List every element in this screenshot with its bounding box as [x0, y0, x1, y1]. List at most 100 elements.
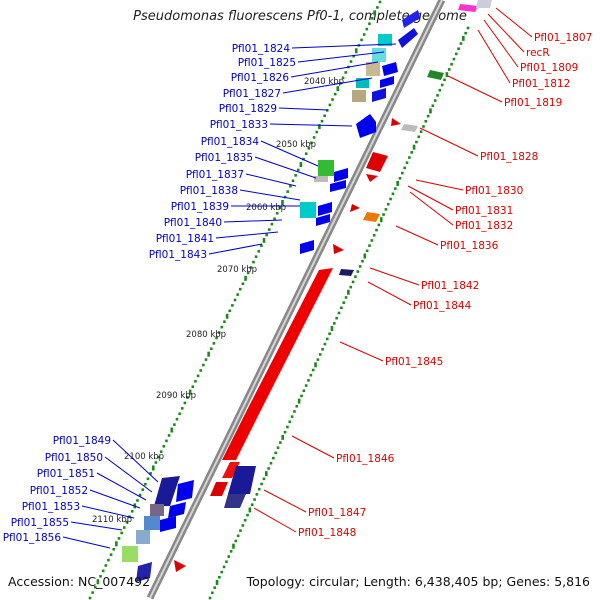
left-gene-labels: Pfl01_1824 Pfl01_1825 Pfl01_1826 Pfl01_1827…	[3, 43, 397, 549]
gc-dot	[386, 202, 390, 206]
gene-label-left[interactable]: Pfl01_1839	[171, 201, 229, 213]
gene-label-right[interactable]: Pfl01_1809	[520, 62, 578, 74]
gene-pfl01-1847[interactable]	[222, 462, 240, 478]
gene-label-right[interactable]: recR	[526, 47, 550, 59]
gene-pfl01-1853b[interactable]	[160, 516, 176, 532]
gene-pfl01-1856b[interactable]	[136, 562, 152, 582]
gene-pfl01-1852[interactable]	[150, 504, 164, 516]
gene-pfl01-1848[interactable]	[210, 482, 228, 496]
gene-pfl01-1829a[interactable]	[380, 76, 394, 88]
gene-label-left[interactable]: Pfl01_1850	[45, 452, 103, 464]
gene-pfl01-1807[interactable]	[458, 4, 478, 12]
gene-pfl01-1844[interactable]	[339, 269, 354, 276]
gene-pfl01-1838[interactable]	[330, 180, 346, 192]
gene-label-left[interactable]: Pfl01_1827	[223, 88, 281, 100]
gene-pfl01-1840[interactable]	[318, 202, 332, 216]
map-title: Pseudomonas fluorescens Pf0-1, complete …	[133, 9, 467, 24]
gene-label-left[interactable]: Pfl01_1825	[238, 57, 296, 69]
gene-label-left[interactable]: Pfl01_1855	[11, 517, 69, 529]
gene-pfl01-1827b[interactable]	[382, 62, 398, 76]
gc-dot	[212, 342, 216, 345]
gene-pfl01-1856[interactable]	[122, 546, 138, 562]
gene-pfl01-1843[interactable]	[300, 240, 314, 254]
gene-label-left[interactable]: Pfl01_1834	[201, 136, 260, 148]
gene-label-left[interactable]: Pfl01_1840	[164, 217, 222, 229]
gene-pfl01-1850[interactable]	[176, 480, 194, 502]
gene-pfl01-1827[interactable]	[372, 48, 386, 62]
gene-pfl01-1847-blue[interactable]	[228, 466, 256, 494]
gene-pfl01-1848-blue[interactable]	[224, 494, 246, 508]
gene-pfl01-1855[interactable]	[136, 530, 150, 544]
gene-pfl01-1829c[interactable]	[352, 90, 366, 102]
gene-label-left[interactable]: Pfl01_1841	[156, 233, 214, 245]
gc-dot	[104, 564, 108, 567]
gene-label-left[interactable]: Pfl01_1838	[180, 185, 238, 197]
gene-pfl01-1835[interactable]	[314, 176, 328, 182]
gc-dot	[297, 398, 301, 404]
right-label-connector	[367, 281, 412, 306]
gene-label-right[interactable]: Pfl01_1832	[455, 220, 513, 232]
gene-label-left[interactable]: Pfl01_1824	[232, 43, 291, 55]
gene-pfl01-1831[interactable]	[366, 174, 378, 182]
gene-label-right[interactable]: Pfl01_1836	[440, 240, 499, 252]
gc-dot	[295, 404, 299, 408]
gene-pfl01-1841[interactable]	[316, 214, 330, 226]
gene-pfl01-1834[interactable]	[318, 160, 334, 176]
gene-pfl01-1845[interactable]	[246, 268, 333, 412]
gene-label-left[interactable]: Pfl01_1851	[37, 468, 95, 480]
gc-dot	[278, 206, 282, 210]
gene-label-left[interactable]: Pfl01_1849	[53, 435, 111, 447]
gene-label-left[interactable]: Pfl01_1833	[210, 119, 268, 131]
gene-label-left[interactable]: Pfl01_1843	[149, 249, 207, 261]
gene-pfl01-1839[interactable]	[300, 202, 316, 218]
left-label-connector	[215, 231, 279, 239]
gc-dot	[130, 510, 134, 513]
gene-pfl01-1830[interactable]	[366, 152, 388, 172]
gene-label-right[interactable]: Pfl01_1831	[455, 205, 513, 217]
gene-label-right[interactable]: Pfl01_1807	[534, 32, 592, 44]
gene-pfl01-1828b[interactable]	[401, 124, 418, 132]
gene-label-right[interactable]: Pfl01_1845	[385, 356, 443, 368]
gene-label-right[interactable]: Pfl01_1828	[480, 151, 538, 163]
right-label-connector	[487, 13, 525, 53]
gene-label-right[interactable]: Pfl01_1846	[336, 453, 395, 465]
gene-label-left[interactable]: Pfl01_1826	[231, 72, 290, 84]
gene-pfl01-1849[interactable]	[154, 476, 180, 506]
gene-label-right[interactable]: Pfl01_1848	[298, 527, 356, 539]
gene-label-left[interactable]: Pfl01_1853	[22, 501, 80, 513]
gene-pfl01-1833[interactable]	[356, 114, 376, 138]
gc-dot	[112, 547, 116, 551]
gene-label-left[interactable]: Pfl01_1856	[3, 532, 62, 544]
gene-pfl01-1853[interactable]	[144, 516, 160, 530]
gene-label-left[interactable]: Pfl01_1837	[186, 169, 244, 181]
gene-label-right[interactable]: Pfl01_1842	[421, 280, 479, 292]
gene-pfl01-1828[interactable]	[391, 118, 401, 126]
gene-pfl01-1837[interactable]	[334, 168, 348, 182]
gene-label-right[interactable]: Pfl01_1844	[413, 300, 472, 312]
gene-label-right[interactable]: Pfl01_1847	[308, 507, 366, 519]
right-label-connector	[495, 7, 533, 38]
gene-pfl01-1829b[interactable]	[372, 88, 386, 102]
gene-label-left[interactable]: Pfl01_1835	[195, 152, 253, 164]
gene-pfl01-1829[interactable]	[356, 78, 369, 88]
gene-top-gray[interactable]	[476, 0, 492, 8]
gene-label-right[interactable]: Pfl01_1830	[465, 185, 523, 197]
gene-label-left[interactable]: Pfl01_1852	[30, 485, 88, 497]
gene-label-left[interactable]: Pfl01_1829	[219, 103, 277, 115]
gene-pfl01-1846[interactable]	[222, 412, 260, 460]
gc-dot	[315, 130, 319, 134]
gene-pfl01-1825[interactable]	[402, 10, 420, 28]
gene-pfl01-1851[interactable]	[168, 502, 186, 518]
gene-label-right[interactable]: Pfl01_1812	[512, 78, 570, 90]
gene-pfl01-1819[interactable]	[427, 70, 444, 80]
gc-dot	[188, 389, 192, 395]
gene-pfl01-1842[interactable]	[333, 244, 344, 254]
gene-pfl01-1826[interactable]	[378, 34, 392, 46]
gene-pfl01-1836[interactable]	[363, 212, 380, 222]
gene-pfl01-1824[interactable]	[398, 28, 418, 48]
gene-pfl01-1826b[interactable]	[366, 62, 380, 76]
gene-bottom-red[interactable]	[174, 560, 186, 572]
gene-label-right[interactable]: Pfl01_1819	[504, 97, 562, 109]
gene-pfl01-1832[interactable]	[350, 204, 360, 212]
